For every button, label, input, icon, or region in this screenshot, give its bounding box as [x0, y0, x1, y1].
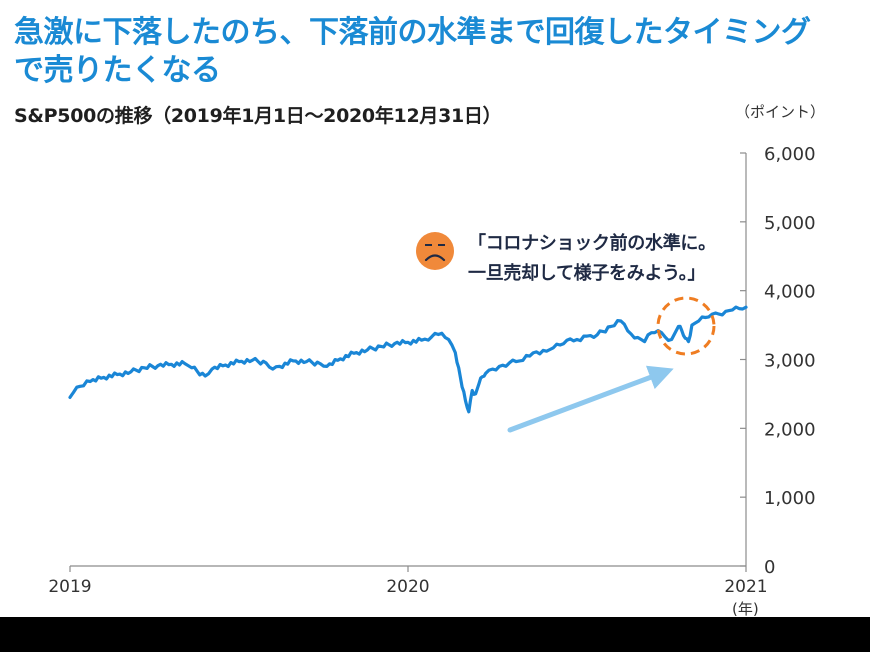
series-line-sp500 — [68, 305, 748, 414]
y-axis-unit: （ポイント） — [735, 103, 826, 121]
investor-thought-text: 「コロナショック前の水準に。 一旦売却して様子をみよう。」 — [468, 229, 716, 289]
annotation-layer — [507, 296, 716, 433]
x-tick-label: 2019 — [48, 577, 91, 597]
x-tick-label: 2021 — [724, 577, 767, 597]
recovery-trend-arrow — [507, 365, 674, 433]
chart-subtitle: S&P500の推移（2019年1月1日～2020年12月31日） — [14, 105, 502, 127]
recovery-highlight-circle — [656, 296, 716, 356]
x-axis-unit: (年) — [732, 600, 759, 618]
thought-line-1: 「コロナショック前の水準に。 — [468, 233, 716, 254]
series-layer — [68, 305, 748, 414]
footer-bar — [0, 617, 870, 652]
headline-line-2: で売りたくなる — [14, 53, 221, 88]
y-tick-label: 0 — [764, 557, 775, 578]
headline: 急激に下落したのち、下落前の水準まで回復したタイミング で売りたくなる — [14, 14, 859, 90]
x-tick-label: 2020 — [386, 577, 429, 597]
sad-face-icon — [416, 232, 454, 270]
y-tick-label: 5,000 — [764, 213, 816, 234]
y-tick-label: 4,000 — [764, 282, 816, 303]
chart-axes: 0 1,000 2,000 3,000 4,000 5,000 6,000 2019 2020 2… — [48, 144, 815, 597]
y-tick-label: 2,000 — [764, 419, 816, 440]
y-tick-label: 1,000 — [764, 488, 816, 509]
thought-line-2: 一旦売却して様子をみよう。」 — [468, 263, 706, 284]
y-tick-label: 3,000 — [764, 351, 816, 372]
y-tick-label: 6,000 — [764, 144, 816, 165]
headline-line-1: 急激に下落したのち、下落前の水準まで回復したタイミング — [14, 15, 811, 50]
